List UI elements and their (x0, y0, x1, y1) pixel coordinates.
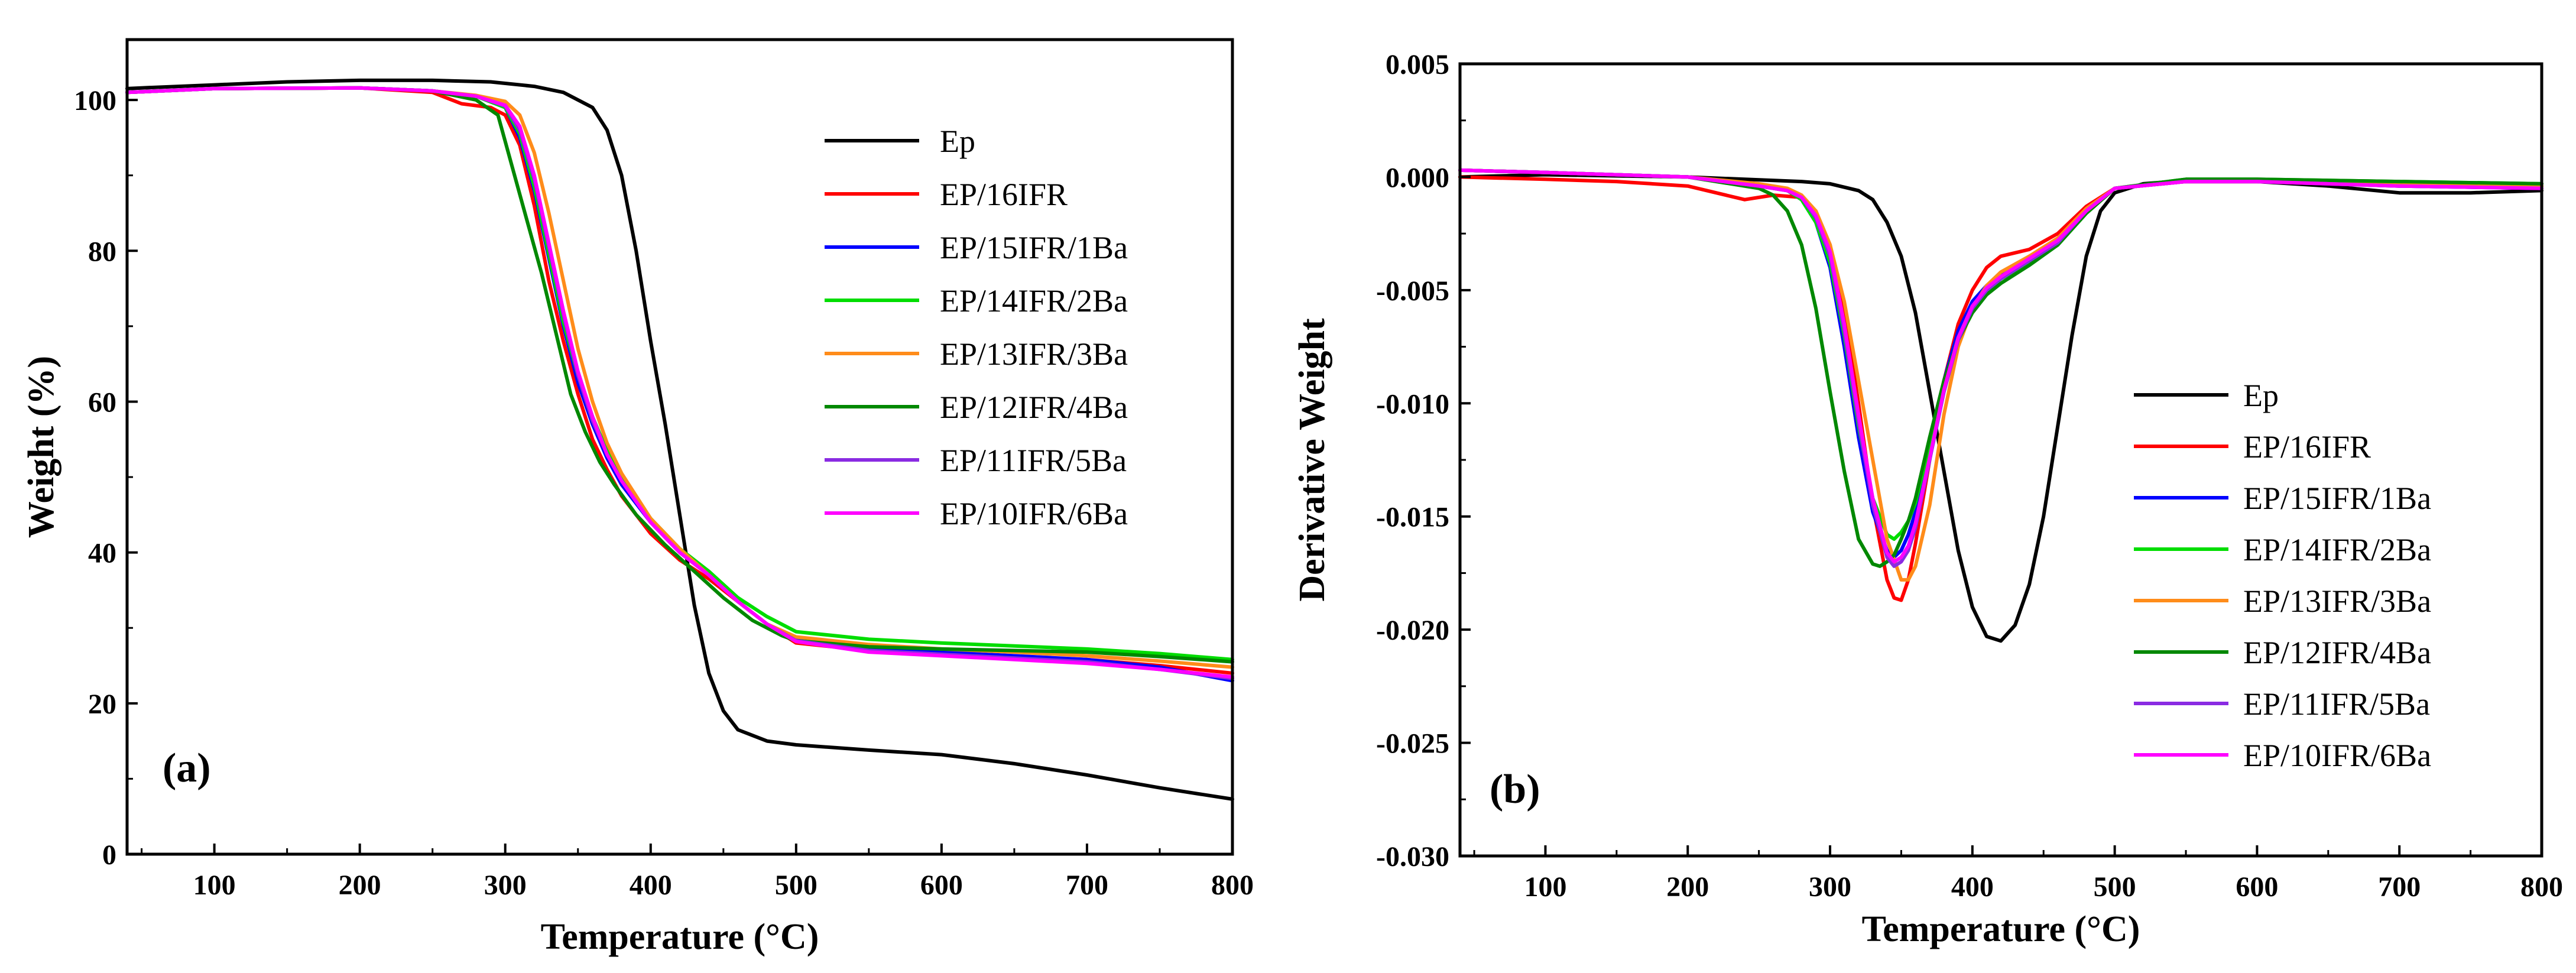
x-tick-label: 600 (2236, 871, 2278, 903)
legend-label-ep-10ifr-6ba: EP/10IFR/6Ba (940, 496, 1128, 531)
x-tick-label: 100 (1524, 871, 1566, 903)
x-tick-label: 500 (775, 870, 817, 901)
y-tick-label: -0.020 (1376, 615, 1449, 646)
legend-label-ep: Ep (940, 124, 975, 159)
x-tick-label: 200 (1666, 871, 1709, 903)
panel-b-ticks: 100 200 300 400 500 600 700 800 0.005 0.000 -0.005… (1376, 49, 2563, 903)
panel-b-legend: Ep EP/16IFR EP/15IFR/1Ba EP/14IFR/2Ba EP/13I… (2134, 378, 2431, 773)
y-tick-label: -0.025 (1376, 728, 1449, 760)
legend-label-ep-14ifr-2ba: EP/14IFR/2Ba (940, 283, 1128, 319)
x-tick-label: 300 (1809, 871, 1851, 903)
x-tick-label: 700 (2378, 871, 2421, 903)
legend-label-ep-14ifr-2ba: EP/14IFR/2Ba (2243, 532, 2431, 567)
y-tick-label: 40 (88, 538, 116, 569)
series-line-ep-10ifr-6ba (1458, 168, 2543, 564)
panel-b-chart: 100 200 300 400 500 600 700 800 0.005 0.000 -0.005… (1292, 49, 2563, 949)
series-line-ep-10ifr-6ba (125, 86, 1234, 679)
legend-label-ep-15ifr-1ba: EP/15IFR/1Ba (940, 230, 1128, 265)
x-tick-label: 700 (1066, 870, 1108, 901)
legend-label-ep-13ifr-3ba: EP/13IFR/3Ba (2243, 583, 2431, 619)
legend-label-ep-12ifr-4ba: EP/12IFR/4Ba (2243, 635, 2431, 670)
legend-label-ep-16ifr: EP/16IFR (940, 177, 1068, 212)
panel-a-series-lines (125, 78, 1234, 801)
series-line-ep-16ifr (1458, 175, 2543, 602)
panel-a-plot-frame (125, 38, 1234, 856)
panel-b-label: (b) (1490, 767, 1540, 812)
panel-b-y-axis-label: Derivative Weight (1292, 318, 1332, 602)
y-tick-label: 100 (74, 85, 116, 116)
legend-label-ep-13ifr-3ba: EP/13IFR/3Ba (940, 336, 1128, 372)
y-tick-label: -0.005 (1376, 275, 1449, 307)
x-tick-label: 400 (1951, 871, 1994, 903)
y-tick-label: -0.030 (1376, 841, 1449, 873)
y-tick-label: -0.010 (1376, 388, 1449, 420)
x-tick-label: 200 (339, 870, 381, 901)
series-line-ep-12ifr-4ba (125, 86, 1234, 664)
y-tick-label: 0.005 (1386, 49, 1449, 80)
legend-label-ep-11ifr-5ba: EP/11IFR/5Ba (2243, 686, 2430, 722)
y-tick-label: 20 (88, 689, 116, 720)
panel-b-x-axis-label: Temperature (°C) (1862, 909, 2140, 949)
y-tick-label: 80 (88, 236, 116, 267)
x-tick-label: 800 (2520, 871, 2563, 903)
x-tick-label: 400 (630, 870, 672, 901)
panel-a-label: (a) (163, 745, 211, 791)
x-tick-label: 500 (2094, 871, 2136, 903)
panel-a-y-axis-label: Weight (%) (21, 356, 61, 538)
x-tick-label: 600 (920, 870, 963, 901)
panel-b-series-lines (1458, 168, 2543, 643)
legend-label-ep-10ifr-6ba: EP/10IFR/6Ba (2243, 738, 2431, 773)
x-tick-label: 100 (193, 870, 236, 901)
y-tick-label: 0.000 (1386, 162, 1449, 193)
y-tick-label: 60 (88, 387, 116, 418)
legend-label-ep-16ifr: EP/16IFR (2243, 429, 2371, 465)
panel-a-legend: Ep EP/16IFR EP/15IFR/1Ba EP/14IFR/2Ba EP/13I… (825, 124, 1128, 531)
panel-a-ticks: 100 200 300 400 500 600 700 800 0 20 40 60 80 100 (74, 85, 1254, 901)
y-tick-label: -0.015 (1376, 502, 1449, 533)
legend-label-ep: Ep (2243, 378, 2279, 413)
legend-label-ep-15ifr-1ba: EP/15IFR/1Ba (2243, 481, 2431, 516)
x-tick-label: 800 (1211, 870, 1254, 901)
y-tick-label: 0 (102, 839, 116, 871)
legend-label-ep-11ifr-5ba: EP/11IFR/5Ba (940, 443, 1127, 478)
x-tick-label: 300 (484, 870, 527, 901)
panel-a-x-axis-label: Temperature (°C) (541, 917, 819, 957)
legend-label-ep-12ifr-4ba: EP/12IFR/4Ba (940, 390, 1128, 425)
series-line-ep (125, 78, 1234, 801)
